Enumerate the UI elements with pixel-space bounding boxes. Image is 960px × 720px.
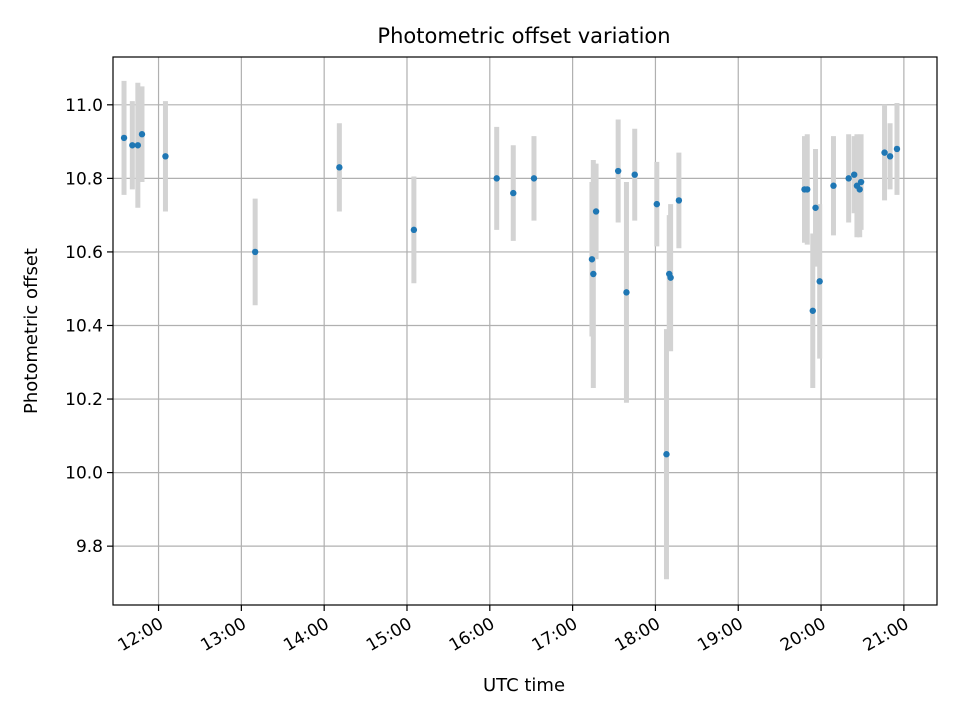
data-point: [623, 289, 630, 296]
x-axis-ticks: 12:00 13:00 14:00 15:00 16:00 17:00 18:00 19:00…: [115, 605, 912, 656]
plot-area-frame: [112, 56, 938, 606]
x-tick-label: 21:00: [860, 614, 912, 656]
y-tick-label: 10.8: [65, 169, 103, 189]
data-point: [614, 167, 622, 175]
data-point: [886, 153, 894, 160]
x-tick-label: 19:00: [694, 614, 746, 656]
grid-lines: [113, 57, 937, 605]
data-point: [663, 451, 670, 458]
x-tick-label: 13:00: [197, 614, 249, 656]
x-tick-label: 18:00: [611, 614, 663, 656]
data-point: [592, 208, 600, 215]
data-point: [410, 226, 418, 234]
data-point: [856, 186, 863, 193]
y-axis-label: Photometric offset: [21, 248, 42, 414]
x-tick-label: 20:00: [777, 614, 829, 656]
data-point: [120, 134, 128, 142]
data-point: [850, 171, 858, 178]
x-tick-label: 14:00: [280, 614, 332, 656]
data-point: [812, 204, 819, 211]
data-point: [631, 171, 638, 178]
data-point: [138, 131, 146, 138]
data-point: [804, 186, 811, 193]
data-points: [120, 131, 901, 458]
data-point: [830, 182, 837, 189]
y-tick-label: 11.0: [65, 96, 103, 116]
data-point: [590, 270, 597, 278]
data-point: [653, 200, 661, 208]
data-point: [588, 256, 596, 263]
data-point: [251, 248, 259, 256]
data-point: [809, 307, 816, 314]
y-tick-label: 10.6: [65, 243, 103, 263]
data-point: [129, 142, 136, 149]
data-point: [845, 175, 852, 182]
data-point: [857, 178, 865, 186]
x-tick-label: 16:00: [446, 614, 498, 656]
error-bars: [121, 80, 900, 580]
x-tick-label: 12:00: [115, 614, 167, 656]
y-tick-label: 10.2: [65, 390, 103, 410]
x-axis-label: UTC time: [483, 675, 565, 696]
data-point: [530, 175, 538, 182]
data-point: [881, 149, 888, 156]
data-point: [667, 274, 674, 281]
data-point: [336, 164, 343, 171]
data-point: [134, 142, 142, 149]
x-tick-label: 15:00: [363, 614, 415, 656]
data-point: [816, 278, 823, 285]
data-point: [162, 153, 169, 160]
y-tick-label: 9.8: [76, 537, 103, 557]
chart-title: Photometric offset variation: [377, 24, 670, 48]
data-point: [510, 189, 517, 197]
y-tick-label: 10.4: [65, 316, 103, 336]
data-point: [675, 197, 683, 204]
y-tick-label: 10.0: [65, 464, 103, 484]
y-axis-ticks: 9.8 10.0 10.2 10.4 10.6 10.8 11.0: [65, 96, 113, 557]
data-point: [893, 145, 901, 153]
data-point: [493, 175, 500, 182]
x-tick-label: 17:00: [529, 614, 581, 656]
